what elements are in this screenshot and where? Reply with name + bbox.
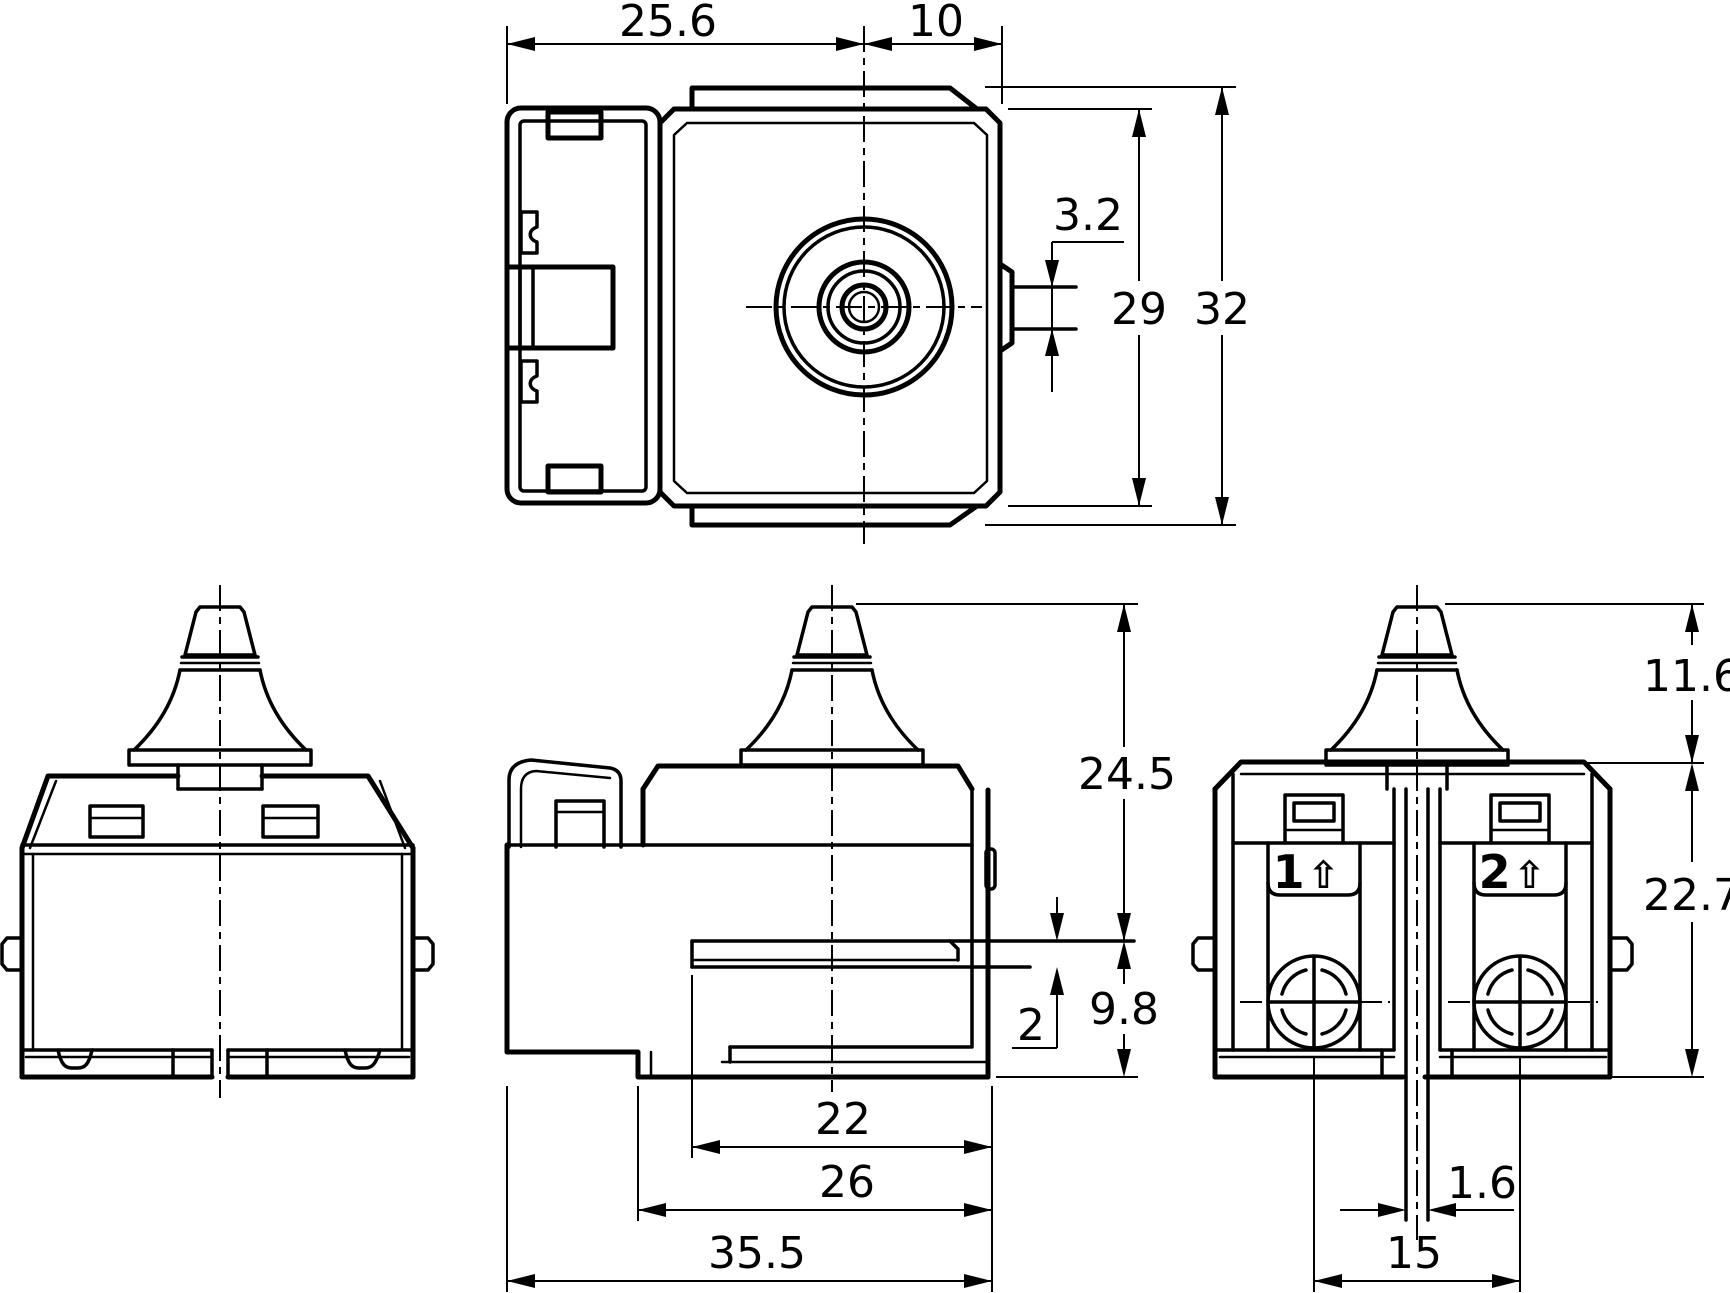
top-view-top-tab xyxy=(545,109,604,141)
terminal-blade xyxy=(690,939,1136,969)
plunger-left-view xyxy=(127,605,313,767)
terminal-screw-2 xyxy=(1448,954,1598,1050)
dim-blade-thickness: 1.6 xyxy=(1340,1158,1517,1217)
top-view-body-inner xyxy=(672,121,989,495)
dim-body-inner-height: 29 xyxy=(1008,108,1167,507)
top-view-hook-lower xyxy=(519,359,539,404)
dim-label-plunger-height: 11.6 xyxy=(1643,651,1730,702)
terminal-window-1 xyxy=(1283,793,1345,845)
dim-height-to-terminal: 24.5 xyxy=(856,603,1176,941)
dim-label-terminal-thickness: 2 xyxy=(1017,1000,1045,1051)
top-view-body-outline xyxy=(657,106,1003,509)
front-view-latch-bump xyxy=(984,847,997,891)
top-view-bottom-tab xyxy=(545,463,604,495)
left-side-view xyxy=(0,585,435,1098)
top-view-bottom-strip xyxy=(689,503,980,528)
dim-label-base-width: 22 xyxy=(815,1094,871,1145)
left-view-side-tab-right xyxy=(411,936,435,972)
top-view-latch-block xyxy=(504,264,616,351)
dim-overall-width: 35.5 xyxy=(506,1086,993,1292)
terminal-screw-1 xyxy=(1240,954,1390,1050)
dim-height-below-terminal: 9.8 xyxy=(996,941,1159,1078)
plunger-front-view xyxy=(739,605,925,767)
dim-base-width: 22 xyxy=(691,975,992,1158)
wire-clip xyxy=(507,758,623,849)
dim-label-side-tab: 3.2 xyxy=(1053,190,1123,241)
dim-top-right-width: 10 xyxy=(864,0,1002,51)
dim-label-body-height: 22.7 xyxy=(1643,870,1730,921)
dim-label-terminal-spacing: 15 xyxy=(1386,1228,1442,1279)
dim-label-overall-height: 32 xyxy=(1194,284,1250,335)
left-view-window-2 xyxy=(261,804,320,839)
dim-body-height: 22.7 xyxy=(1612,763,1730,1078)
dim-label-blade-thickness: 1.6 xyxy=(1447,1158,1517,1209)
front-view xyxy=(504,585,1136,1092)
dim-plunger-height: 11.6 xyxy=(1445,603,1730,764)
dim-label-top-right-width: 10 xyxy=(908,0,964,47)
right-view-side-tab-right xyxy=(1608,936,1634,972)
dim-terminal-thickness: 2 xyxy=(1012,897,1064,1051)
dim-label-inner-height: 29 xyxy=(1111,284,1167,335)
terminal-2-marking: 2⇧ xyxy=(1479,845,1546,899)
dim-label-top-left-width: 25.6 xyxy=(619,0,717,47)
dim-label-height-below-terminal: 9.8 xyxy=(1089,984,1159,1035)
dim-side-tab-height: 3.2 xyxy=(1045,190,1124,392)
dim-terminal-spacing: 15 xyxy=(1313,1058,1521,1292)
terminal-1-marking: 1⇧ xyxy=(1273,845,1340,899)
top-view-hook-upper xyxy=(519,210,539,255)
terminal-window-2 xyxy=(1489,793,1551,845)
dim-label-height-to-terminal: 24.5 xyxy=(1078,749,1176,800)
dim-label-overall-width: 35.5 xyxy=(708,1228,806,1279)
top-view-side-tab xyxy=(997,261,1015,354)
right-view-side-tab-left xyxy=(1191,936,1217,972)
dim-body-overall-height: 32 xyxy=(985,86,1250,526)
dim-top-left-width: 25.6 xyxy=(506,0,1003,104)
top-view-top-strip xyxy=(689,85,980,112)
top-view xyxy=(504,26,1078,544)
left-view-side-tab-left xyxy=(0,936,24,972)
dim-label-mid-width: 26 xyxy=(819,1157,875,1208)
left-view-window-1 xyxy=(88,804,145,839)
dim-mid-width: 26 xyxy=(637,1086,992,1221)
right-side-view: 1⇧ 2⇧ xyxy=(1191,585,1634,1240)
